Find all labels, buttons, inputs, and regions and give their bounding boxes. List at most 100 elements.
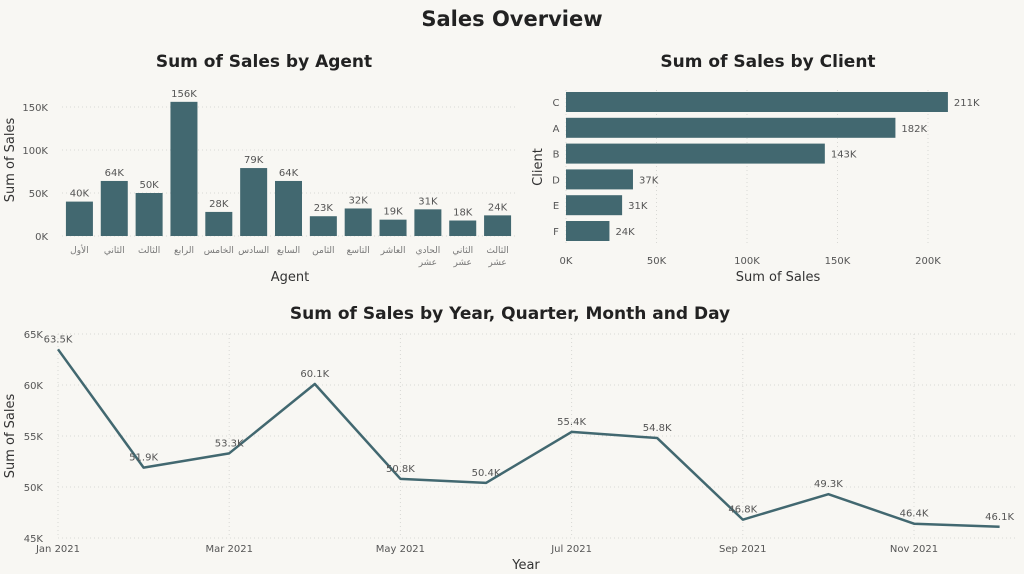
- sales-line-chart: Sum of Sales by Year, Quarter, Month and…: [3, 304, 1015, 573]
- x-tick-label: الثاني: [452, 246, 473, 256]
- data-label: 46.4K: [900, 509, 929, 520]
- bar: [275, 180, 302, 236]
- bar: [135, 193, 163, 236]
- x-tick-label: عشر: [487, 258, 506, 268]
- bar: [566, 117, 896, 138]
- data-label: 37K: [639, 175, 659, 186]
- bar: [344, 208, 372, 236]
- bar: [309, 216, 337, 236]
- x-tick-label: الرابع: [174, 246, 194, 256]
- y-tick-label: E: [553, 201, 559, 212]
- y-tick-label: 150K: [22, 103, 48, 114]
- x-tick-label: 0K: [560, 256, 573, 267]
- data-label: 31K: [628, 201, 648, 212]
- data-label: 51.9K: [129, 453, 158, 464]
- chart-title: Sum of Sales by Client: [660, 52, 875, 72]
- x-tick-label: Nov 2021: [890, 544, 938, 555]
- bar: [170, 101, 198, 236]
- bar: [566, 169, 633, 190]
- data-label: 55.4K: [557, 417, 586, 428]
- data-label: 182K: [901, 124, 927, 135]
- bar: [566, 221, 610, 241]
- y-axis-title: Sum of Sales: [3, 394, 18, 479]
- x-tick-label: Jul 2021: [550, 544, 592, 555]
- x-tick-label: عشر: [418, 258, 437, 268]
- data-label: 19K: [383, 207, 403, 218]
- x-tick-label: الخامس: [204, 246, 234, 256]
- y-tick-label: B: [553, 150, 560, 161]
- chart-title: Sum of Sales by Agent: [156, 52, 372, 72]
- y-axis-title: Sum of Sales: [3, 118, 18, 203]
- bar: [566, 195, 623, 216]
- data-label: 23K: [314, 203, 334, 214]
- x-tick-label: Sep 2021: [719, 544, 766, 555]
- x-tick-label: Jan 2021: [35, 544, 80, 555]
- data-label: 143K: [831, 150, 857, 161]
- bar: [566, 92, 948, 112]
- client-bar-chart: Sum of Sales by Client 0K 50K 100K 150K 200K 2…: [531, 52, 980, 285]
- x-tick-label: Mar 2021: [205, 544, 253, 555]
- y-tick-label: 55K: [24, 432, 44, 443]
- x-tick-label: الأول: [70, 244, 89, 256]
- x-tick-label: May 2021: [376, 544, 425, 555]
- data-label: 211K: [954, 98, 980, 109]
- x-tick-label: الثالث: [138, 246, 160, 256]
- data-label: 24K: [488, 202, 508, 213]
- data-label: 60.1K: [300, 369, 329, 380]
- bar: [484, 215, 512, 236]
- x-tick-label: الثامن: [312, 246, 334, 256]
- data-label: 156K: [171, 89, 197, 100]
- x-tick-label: العاشر: [380, 246, 406, 256]
- bar: [240, 168, 268, 236]
- x-axis-title: Sum of Sales: [736, 270, 821, 285]
- data-label: 50.8K: [386, 464, 415, 475]
- x-tick-label: الثالث: [486, 246, 508, 256]
- x-tick-label: 200K: [915, 256, 941, 267]
- x-axis-title: Year: [511, 558, 540, 573]
- bar: [414, 209, 442, 236]
- data-label: 63.5K: [44, 334, 73, 345]
- y-axis-title: Client: [531, 148, 546, 186]
- y-tick-label: 50K: [29, 189, 49, 200]
- y-tick-label: 45K: [24, 534, 44, 545]
- y-tick-label: 100K: [22, 146, 48, 157]
- data-label: 18K: [453, 208, 473, 219]
- bar: [65, 201, 93, 236]
- x-tick-label: 100K: [734, 256, 760, 267]
- x-axis-title: Agent: [271, 270, 309, 285]
- x-tick-label: السابع: [277, 246, 300, 256]
- x-tick-label: الثاني: [104, 246, 125, 256]
- data-label: 79K: [244, 155, 264, 166]
- data-label: 49.3K: [814, 479, 843, 490]
- x-tick-label: الحادي: [415, 246, 440, 256]
- y-tick-label: A: [553, 124, 560, 135]
- y-tick-label: 0K: [35, 232, 48, 243]
- data-label: 54.8K: [643, 423, 672, 434]
- data-label: 32K: [349, 195, 369, 206]
- x-tick-label: 150K: [825, 256, 851, 267]
- agent-bar-chart: Sum of Sales by Agent 0K 50K 100K 150K 40K الأ…: [3, 52, 515, 285]
- page-title: Sales Overview: [421, 7, 602, 31]
- data-label: 50K: [139, 180, 159, 191]
- data-label: 46.1K: [985, 512, 1014, 523]
- data-label: 64K: [105, 168, 125, 179]
- y-tick-label: 65K: [24, 330, 44, 341]
- y-tick-label: D: [552, 175, 560, 186]
- data-label: 53.3K: [215, 438, 244, 449]
- y-tick-label: F: [553, 227, 559, 238]
- data-label: 31K: [418, 196, 438, 207]
- data-label: 50.4K: [472, 468, 501, 479]
- data-label: 28K: [209, 199, 229, 210]
- x-tick-label: 50K: [647, 256, 667, 267]
- data-label: 64K: [279, 168, 299, 179]
- bar: [449, 220, 477, 236]
- y-tick-label: 60K: [24, 381, 44, 392]
- data-label: 24K: [615, 227, 635, 238]
- x-tick-label: السادس: [238, 246, 269, 256]
- bar: [205, 211, 233, 236]
- x-tick-label: التاسع: [347, 246, 370, 256]
- y-tick-label: 50K: [24, 483, 44, 494]
- bar: [379, 219, 407, 236]
- y-tick-label: C: [553, 98, 560, 109]
